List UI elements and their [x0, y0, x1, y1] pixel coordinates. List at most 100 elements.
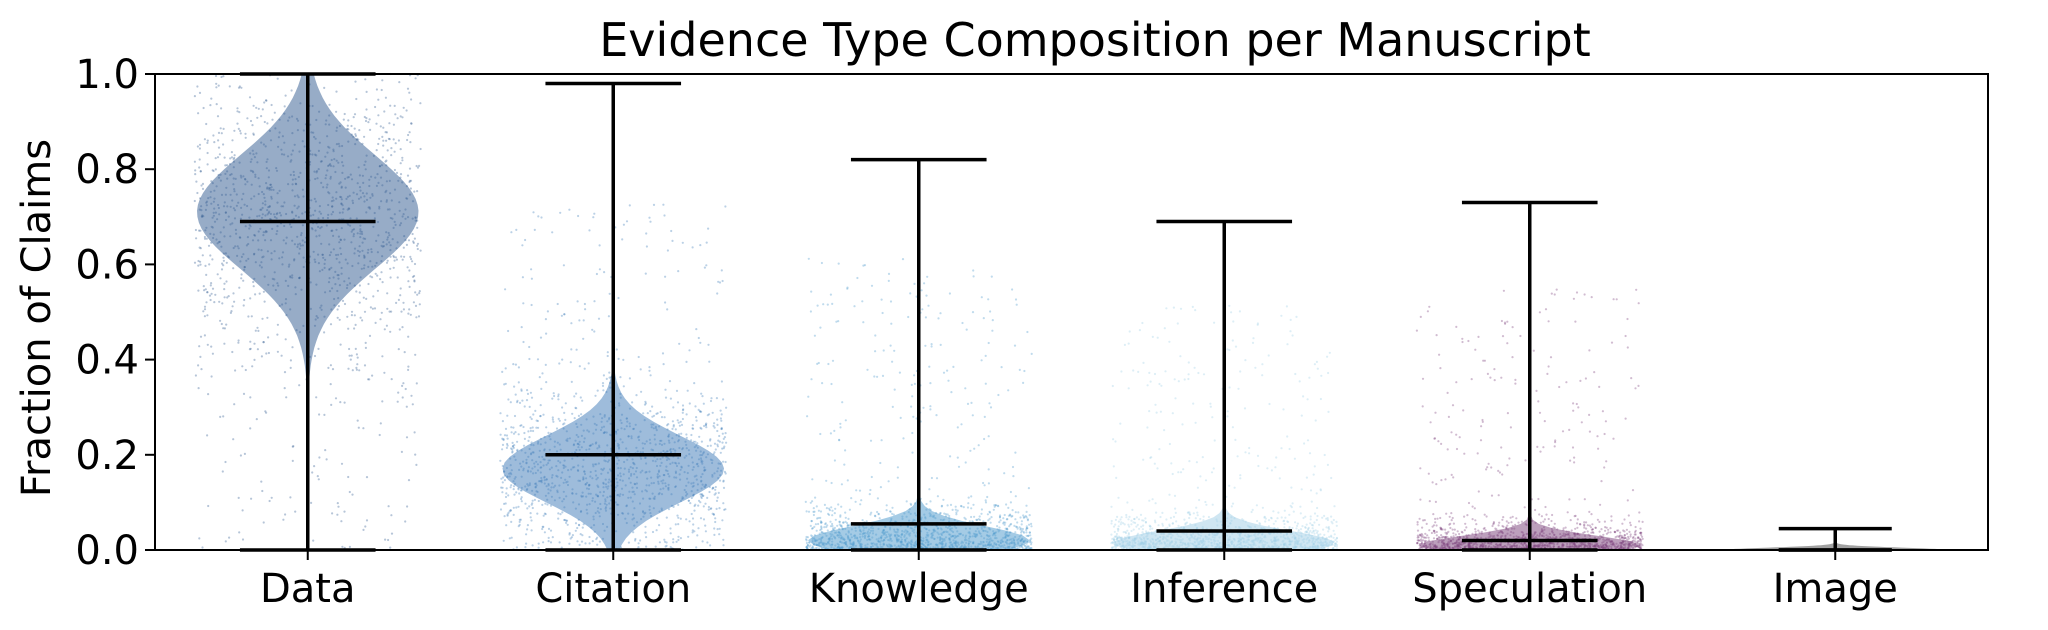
- jitter-point: [588, 229, 591, 232]
- jitter-point: [348, 354, 351, 357]
- jitter-point: [284, 513, 287, 516]
- jitter-point: [334, 397, 338, 400]
- jitter-point: [1029, 547, 1032, 550]
- jitter-point: [221, 302, 224, 305]
- jitter-point: [1310, 500, 1313, 503]
- jitter-point: [381, 79, 384, 82]
- jitter-point: [201, 254, 204, 257]
- jitter-point: [526, 389, 529, 392]
- jitter-point: [544, 363, 547, 366]
- jitter-point: [199, 355, 202, 358]
- jitter-point: [699, 410, 702, 413]
- jitter-point: [1114, 523, 1117, 526]
- jitter-point: [198, 229, 201, 232]
- jitter-point: [208, 294, 212, 297]
- jitter-point: [819, 516, 822, 520]
- jitter-point: [665, 544, 668, 547]
- jitter-point: [809, 544, 812, 547]
- jitter-point: [1023, 369, 1026, 373]
- jitter-point: [531, 426, 534, 429]
- jitter-point: [528, 357, 531, 361]
- jitter-point: [634, 539, 637, 542]
- jitter-point: [1280, 314, 1283, 317]
- jitter-point: [193, 95, 196, 98]
- jitter-point: [203, 237, 207, 240]
- jitter-point: [1171, 522, 1174, 525]
- jitter-point: [200, 184, 203, 187]
- jitter-point: [570, 536, 574, 539]
- jitter-point: [988, 510, 991, 513]
- jitter-point: [817, 516, 820, 520]
- jitter-point: [513, 444, 516, 447]
- jitter-point: [1315, 518, 1318, 522]
- jitter-point: [1294, 372, 1297, 376]
- jitter-point: [1313, 521, 1316, 524]
- jitter-point: [565, 521, 568, 525]
- jitter-point: [536, 512, 539, 515]
- jitter-point: [1005, 518, 1009, 521]
- jitter-point: [1309, 515, 1312, 518]
- jitter-point: [206, 139, 209, 142]
- jitter-point: [831, 514, 834, 517]
- jitter-point: [712, 513, 715, 516]
- jitter-point: [521, 244, 524, 247]
- jitter-point: [552, 420, 555, 423]
- jitter-point: [1009, 501, 1013, 504]
- jitter-point: [217, 146, 221, 149]
- jitter-point: [206, 434, 209, 437]
- jitter-point: [1274, 466, 1277, 469]
- jitter-point: [373, 307, 377, 310]
- jitter-point: [677, 503, 680, 506]
- jitter-point: [664, 388, 667, 391]
- jitter-point: [517, 505, 520, 508]
- jitter-point: [351, 493, 354, 496]
- jitter-point: [551, 418, 555, 421]
- jitter-point: [1027, 545, 1030, 548]
- jitter-point: [222, 264, 225, 267]
- jitter-point: [1327, 527, 1330, 530]
- jitter-point: [1288, 513, 1291, 516]
- jitter-point: [530, 303, 533, 307]
- jitter-point: [223, 288, 226, 291]
- jitter-point: [266, 122, 269, 125]
- jitter-point: [672, 541, 675, 544]
- jitter-point: [193, 199, 196, 203]
- jitter-point: [194, 173, 197, 176]
- jitter-point: [511, 445, 514, 448]
- jitter-point: [644, 400, 647, 403]
- jitter-point: [317, 347, 320, 350]
- jitter-point: [210, 292, 213, 295]
- jitter-point: [810, 534, 813, 537]
- jitter-point: [203, 305, 207, 308]
- jitter-point: [252, 285, 255, 288]
- jitter-point: [201, 187, 205, 190]
- jitter-point: [535, 419, 538, 422]
- jitter-point: [248, 96, 252, 99]
- jitter-point: [290, 89, 293, 92]
- jitter-point: [651, 405, 654, 408]
- jitter-point: [954, 505, 957, 508]
- jitter-point: [679, 420, 682, 423]
- jitter-point: [716, 418, 719, 421]
- jitter-point: [1244, 451, 1247, 454]
- jitter-point: [702, 402, 705, 405]
- jitter-point: [1028, 547, 1031, 550]
- jitter-point: [206, 151, 209, 155]
- jitter-point: [628, 204, 631, 207]
- jitter-point: [1236, 455, 1239, 458]
- jitter-point: [677, 538, 680, 542]
- jitter-point: [844, 516, 847, 519]
- jitter-point: [1300, 488, 1303, 491]
- jitter-point: [576, 526, 579, 530]
- jitter-point: [1179, 355, 1182, 358]
- jitter-point: [695, 328, 698, 331]
- jitter-point: [964, 387, 967, 390]
- jitter-point: [1230, 505, 1233, 508]
- jitter-point: [936, 495, 940, 498]
- jitter-point: [1112, 537, 1115, 540]
- jitter-point: [617, 357, 620, 360]
- jitter-point: [723, 470, 727, 473]
- jitter-point: [531, 499, 534, 502]
- jitter-point: [1110, 542, 1113, 545]
- jitter-point: [820, 261, 824, 265]
